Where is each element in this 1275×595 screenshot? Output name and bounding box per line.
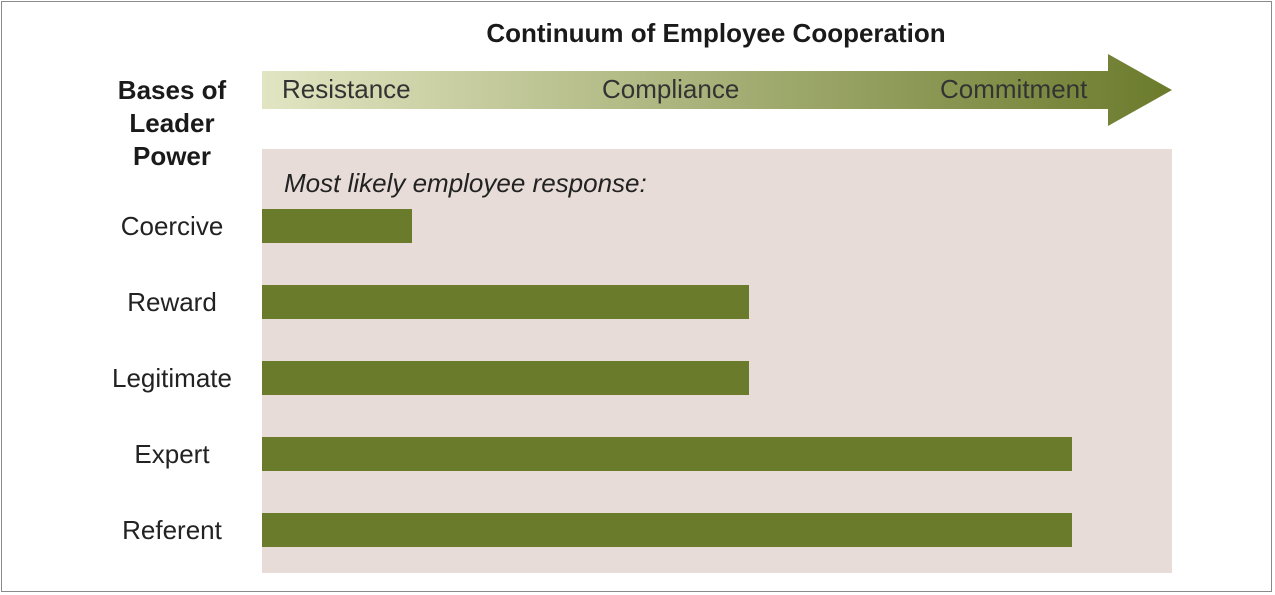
power-label-legitimate: Legitimate (112, 363, 232, 393)
bar-coercive (262, 209, 412, 243)
power-label-coercive: Coercive (120, 211, 224, 241)
bar-referent (262, 513, 1072, 547)
bar-expert (262, 437, 1072, 471)
stage-commitment: Commitment (940, 74, 1088, 104)
panel-caption: Most likely employee response: (284, 168, 647, 198)
bar-reward (262, 285, 749, 319)
power-label-expert: Expert (134, 439, 210, 469)
continuum-arrow-shape (262, 54, 1172, 126)
power-label-referent: Referent (122, 515, 222, 545)
power-label-reward: Reward (127, 287, 217, 317)
stage-resistance: Resistance (282, 74, 411, 104)
side-heading: Bases of Leader Power (117, 75, 227, 171)
continuum-arrow (262, 54, 1174, 126)
bar-legitimate (262, 361, 749, 395)
stage-compliance: Compliance (602, 74, 740, 104)
figure-title: Continuum of Employee Cooperation (486, 18, 946, 48)
